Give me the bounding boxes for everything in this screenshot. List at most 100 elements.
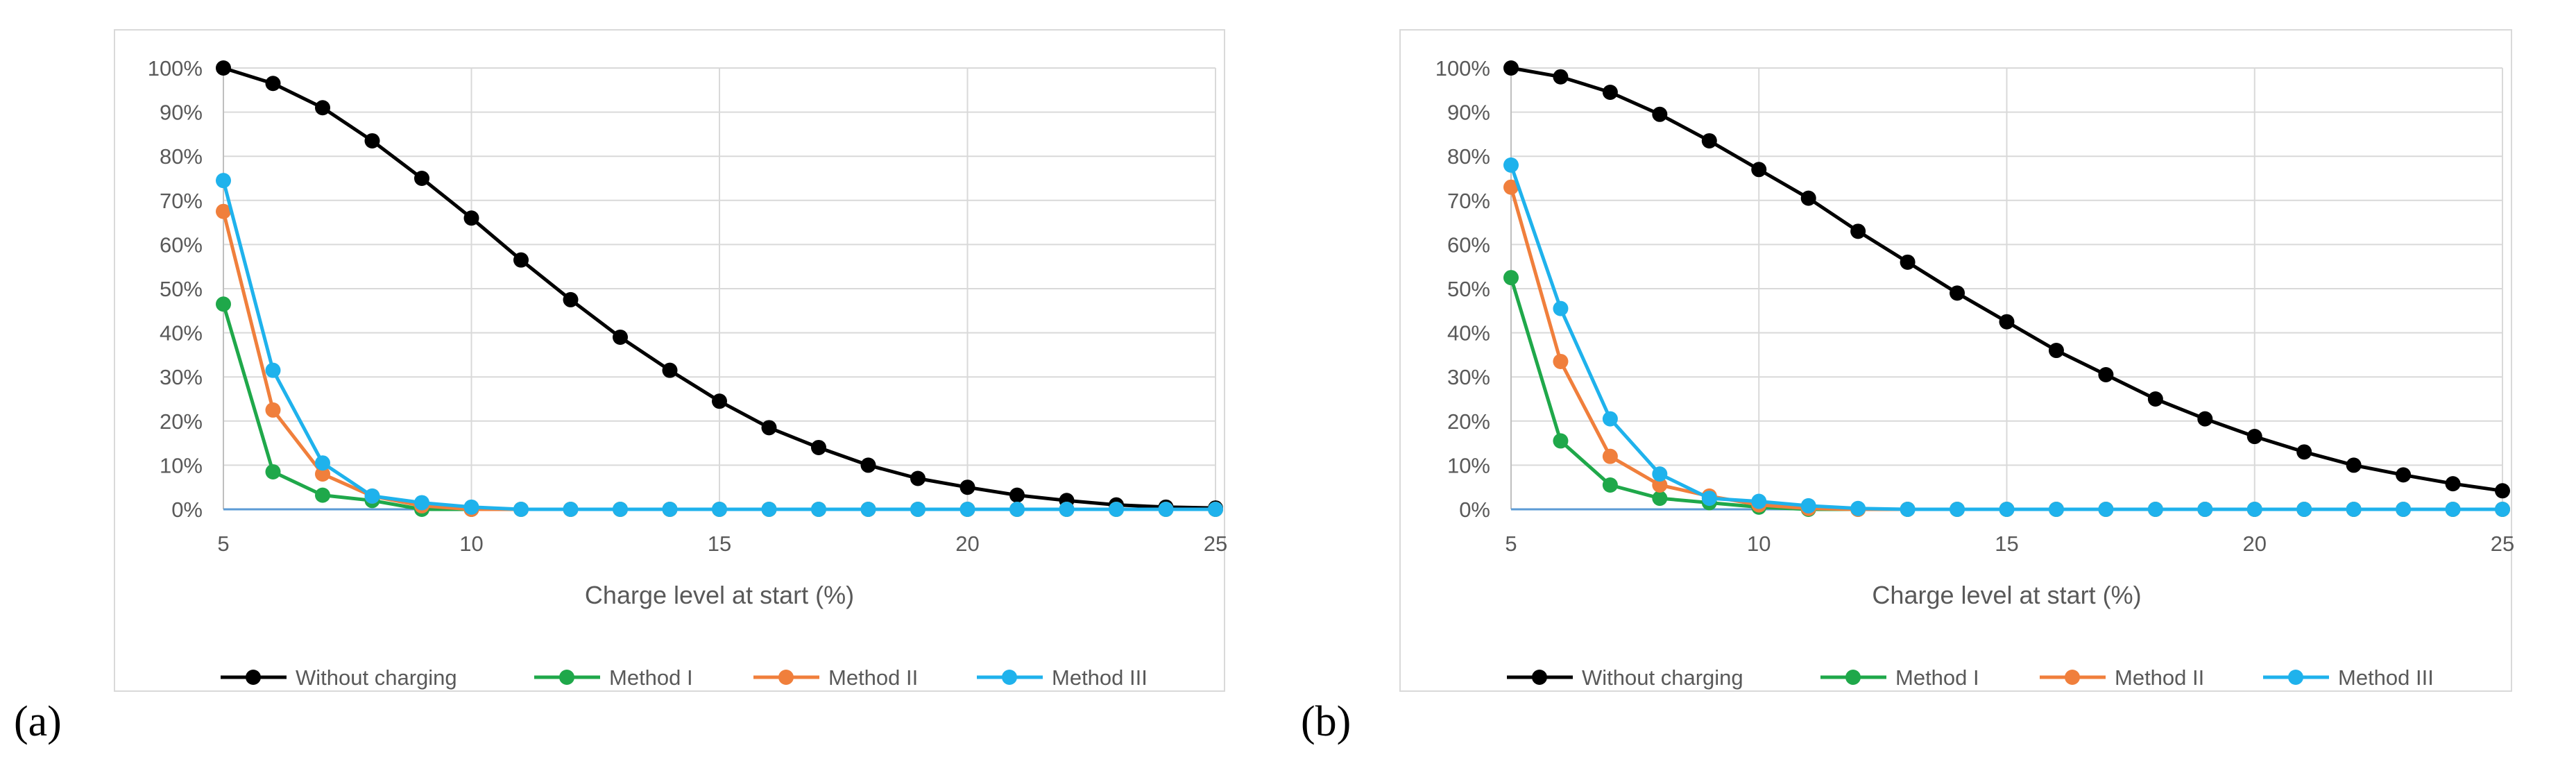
y-tick-label: 40% (160, 321, 203, 346)
data-point (712, 502, 727, 517)
y-tick-label: 0% (171, 498, 203, 522)
data-point (2495, 483, 2510, 499)
data-point (364, 133, 380, 148)
data-point (216, 203, 231, 219)
data-point (2296, 502, 2312, 517)
series-method-iii (216, 173, 1223, 517)
x-axis-title: Charge level at start (%) (1872, 581, 2141, 609)
data-point (265, 402, 281, 418)
y-tick-label: 70% (1447, 189, 1490, 213)
y-tick-label: 90% (1447, 101, 1490, 125)
y-tick-label: 30% (160, 365, 203, 389)
data-point (1999, 502, 2015, 517)
data-point (1751, 493, 1767, 509)
y-tick-label: 50% (1447, 277, 1490, 301)
data-point (1553, 353, 1569, 369)
legend-item-3: Method II (2040, 665, 2204, 690)
x-tick-label: 10 (1747, 532, 1771, 556)
data-point (1503, 157, 1519, 173)
data-point (216, 296, 231, 312)
data-point (712, 393, 727, 409)
data-point (662, 362, 678, 378)
chart-frame (114, 29, 1225, 692)
legend-marker (1002, 670, 1017, 685)
x-tick-label: 5 (1505, 532, 1517, 556)
data-point (1900, 254, 1916, 270)
data-point (1553, 300, 1569, 316)
data-point (959, 479, 975, 495)
legend-marker (1532, 670, 1547, 685)
y-tick-label: 70% (160, 189, 203, 213)
y-tick-label: 60% (160, 232, 203, 257)
data-point (1602, 84, 1618, 100)
data-point (2346, 457, 2362, 473)
data-point (2147, 502, 2163, 517)
data-point (811, 502, 826, 517)
data-point (265, 76, 281, 92)
x-axis-title: Charge level at start (%) (585, 581, 854, 609)
data-point (1751, 162, 1767, 178)
data-point (1800, 190, 1816, 206)
data-point (1109, 502, 1124, 517)
data-point (1503, 60, 1519, 76)
data-point (1602, 448, 1618, 464)
data-point (463, 499, 479, 515)
data-point (2445, 476, 2461, 492)
data-point (811, 439, 826, 455)
legend-item-4: Method III (2263, 665, 2434, 690)
data-point (315, 455, 330, 471)
legend-marker (1845, 670, 1861, 685)
data-point (2197, 411, 2213, 427)
x-tick-label: 20 (955, 532, 979, 556)
y-tick-label: 80% (160, 144, 203, 169)
legend-item-2: Method I (1820, 665, 1979, 690)
chart-panel-2: 0% 10% 20% 30% 40% 50% 60% 70% 80% 90% 100% 5 10 15 20… (1301, 29, 2514, 745)
y-tick-label: 10% (1447, 453, 1490, 477)
y-tick-label: 10% (160, 453, 203, 477)
data-point (1009, 487, 1025, 503)
data-point (513, 252, 529, 268)
legend-label: Method I (1895, 665, 1979, 690)
y-tick-label: 60% (1447, 232, 1490, 257)
data-point (2396, 502, 2412, 517)
data-point (2445, 502, 2461, 517)
panel-label: (b) (1301, 698, 1351, 745)
y-tick-label: 90% (160, 101, 203, 125)
x-tick-label: 15 (1995, 532, 2018, 556)
data-point (2147, 391, 2163, 407)
data-point (463, 210, 479, 226)
data-point (761, 502, 777, 517)
data-point (761, 420, 777, 436)
panel-label: (a) (14, 698, 62, 745)
y-tick-label: 100% (1435, 56, 1490, 80)
x-tick-label: 15 (708, 532, 731, 556)
legend-marker (246, 670, 261, 685)
data-point (2296, 444, 2312, 460)
data-point (1800, 498, 1816, 513)
legend-marker (559, 670, 574, 685)
data-point (1950, 502, 1965, 517)
data-point (1602, 477, 1618, 493)
legend-label: Method II (2115, 665, 2204, 690)
data-point (2495, 502, 2510, 517)
legend-item-4: Method III (977, 665, 1148, 690)
data-point (613, 502, 628, 517)
data-point (1950, 285, 1965, 301)
data-point (1701, 491, 1717, 507)
legend-item-3: Method II (753, 665, 918, 690)
data-point (315, 466, 330, 482)
y-tick-label: 50% (160, 277, 203, 301)
data-point (1652, 477, 1668, 493)
legend-marker (778, 670, 794, 685)
legend-label: Without charging (1582, 665, 1743, 690)
data-point (1503, 179, 1519, 195)
data-point (1850, 500, 1866, 516)
y-tick-label: 20% (1447, 409, 1490, 434)
data-point (1999, 314, 2015, 330)
chart-panel-1: 0% 10% 20% 30% 40% 50% 60% 70% 80% 90% 100% 5 10 15 20… (14, 29, 1227, 745)
x-tick-label: 25 (1204, 532, 1227, 556)
x-tick-label: 10 (459, 532, 483, 556)
data-point (910, 502, 926, 517)
data-point (1208, 502, 1223, 517)
